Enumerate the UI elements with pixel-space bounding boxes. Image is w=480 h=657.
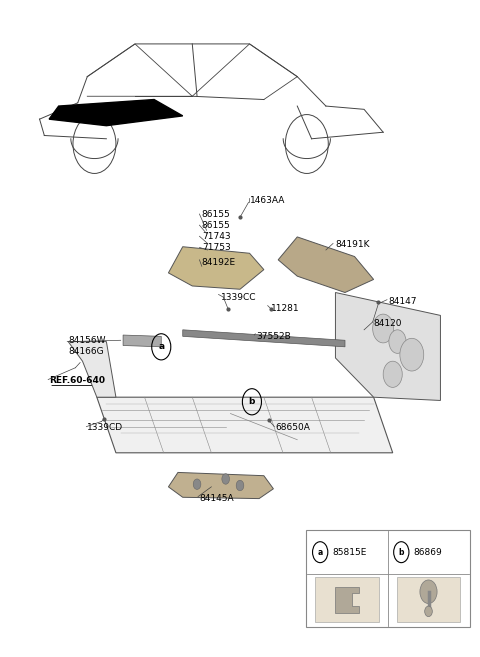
Text: 84145A: 84145A [199, 494, 234, 503]
Text: a: a [158, 342, 164, 351]
Text: 11281: 11281 [271, 304, 300, 313]
Text: 68650A: 68650A [276, 424, 311, 432]
Circle shape [400, 338, 424, 371]
Text: 86869: 86869 [413, 548, 442, 556]
Text: b: b [249, 397, 255, 406]
Circle shape [236, 480, 244, 491]
Circle shape [383, 361, 402, 388]
FancyBboxPatch shape [315, 577, 379, 622]
Polygon shape [123, 335, 161, 347]
Polygon shape [168, 472, 274, 499]
Polygon shape [278, 237, 373, 292]
Text: 1339CD: 1339CD [87, 424, 123, 432]
Polygon shape [97, 397, 393, 453]
Text: 1463AA: 1463AA [250, 196, 285, 206]
Circle shape [420, 580, 437, 604]
Text: 1339CC: 1339CC [221, 292, 256, 302]
Text: b: b [398, 548, 404, 556]
Polygon shape [336, 587, 360, 613]
Polygon shape [49, 99, 183, 125]
Text: 84166G: 84166G [68, 347, 104, 356]
Text: 84120: 84120 [373, 319, 402, 328]
Text: 85815E: 85815E [332, 548, 366, 556]
Text: 37552B: 37552B [257, 332, 291, 341]
Polygon shape [183, 330, 345, 347]
Circle shape [425, 606, 432, 617]
Polygon shape [336, 292, 441, 401]
FancyBboxPatch shape [396, 577, 460, 622]
Text: 84192E: 84192E [202, 258, 236, 267]
Text: 86155: 86155 [202, 221, 230, 230]
Text: a: a [318, 548, 323, 556]
Circle shape [389, 330, 406, 353]
Text: 71753: 71753 [202, 243, 230, 252]
Polygon shape [168, 247, 264, 289]
Circle shape [222, 474, 229, 484]
Text: 84191K: 84191K [336, 240, 370, 249]
Polygon shape [68, 342, 116, 397]
Text: 84156W: 84156W [68, 336, 106, 345]
Text: REF.60-640: REF.60-640 [49, 376, 105, 385]
Circle shape [372, 314, 394, 343]
Text: 71743: 71743 [202, 232, 230, 240]
Text: 86155: 86155 [202, 210, 230, 219]
Circle shape [193, 479, 201, 489]
FancyBboxPatch shape [306, 530, 470, 627]
Text: 84147: 84147 [388, 296, 417, 306]
